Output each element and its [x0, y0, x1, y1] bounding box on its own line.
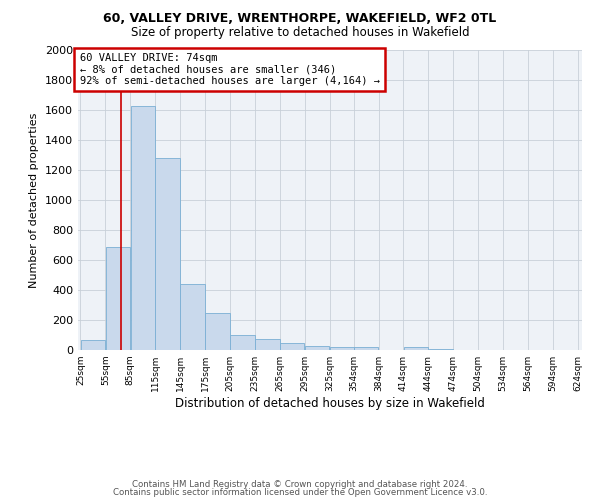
Bar: [330, 347, 354, 350]
Text: 60, VALLEY DRIVE, WRENTHORPE, WAKEFIELD, WF2 0TL: 60, VALLEY DRIVE, WRENTHORPE, WAKEFIELD,…: [103, 12, 497, 26]
Bar: [205, 312, 230, 350]
Bar: [230, 335, 254, 350]
Bar: [404, 347, 428, 350]
Text: Contains public sector information licensed under the Open Government Licence v3: Contains public sector information licen…: [113, 488, 487, 497]
Bar: [354, 347, 379, 350]
Y-axis label: Number of detached properties: Number of detached properties: [29, 112, 40, 288]
Bar: [255, 339, 280, 350]
Bar: [106, 246, 130, 350]
Bar: [131, 106, 155, 350]
Bar: [80, 340, 105, 350]
Text: 60 VALLEY DRIVE: 74sqm
← 8% of detached houses are smaller (346)
92% of semi-det: 60 VALLEY DRIVE: 74sqm ← 8% of detached …: [80, 53, 380, 86]
Bar: [280, 342, 304, 350]
Bar: [305, 346, 329, 350]
Text: Size of property relative to detached houses in Wakefield: Size of property relative to detached ho…: [131, 26, 469, 39]
Bar: [181, 284, 205, 350]
X-axis label: Distribution of detached houses by size in Wakefield: Distribution of detached houses by size …: [175, 397, 485, 410]
Text: Contains HM Land Registry data © Crown copyright and database right 2024.: Contains HM Land Registry data © Crown c…: [132, 480, 468, 489]
Bar: [155, 158, 180, 350]
